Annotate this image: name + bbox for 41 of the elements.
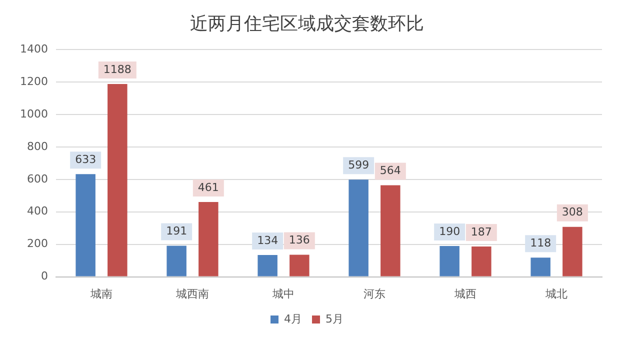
data-label: 187 [470, 225, 492, 238]
data-label: 190 [439, 224, 460, 238]
x-tick-label: 城南 [89, 287, 112, 300]
data-label: 136 [288, 234, 310, 247]
data-label: 633 [75, 152, 96, 166]
x-tick-label: 城西 [454, 287, 476, 300]
y-tick-label: 600 [26, 172, 48, 186]
data-label: 118 [530, 236, 552, 250]
bar [290, 254, 310, 276]
x-tick-label: 城西南 [174, 287, 209, 300]
bar [348, 180, 368, 276]
data-label: 461 [198, 180, 219, 194]
data-label: 1188 [103, 62, 132, 76]
y-tick-label: 0 [40, 270, 48, 283]
data-label: 191 [166, 224, 188, 238]
y-tick-label: 1000 [20, 107, 48, 120]
legend-label: 5月 [326, 312, 344, 326]
bar [76, 174, 96, 276]
bar [562, 226, 582, 276]
data-label: 564 [380, 164, 401, 178]
x-tick-label: 河东 [364, 287, 386, 300]
bar [380, 185, 400, 276]
y-tick-label: 200 [26, 237, 48, 250]
y-tick-label: 400 [26, 204, 48, 218]
legend-label: 4月 [284, 312, 302, 326]
bar [108, 84, 128, 276]
x-tick-label: 城北 [544, 287, 568, 300]
bar [472, 246, 492, 276]
bar [166, 246, 186, 276]
bar [258, 255, 278, 276]
y-tick-label: 800 [26, 140, 48, 153]
y-tick-label: 1400 [20, 42, 48, 56]
bar [198, 202, 218, 276]
chart-title: 近两月住宅区域成交套数环比 [190, 13, 424, 34]
data-label: 308 [562, 206, 583, 219]
y-tick-label: 1200 [20, 74, 48, 88]
bar [530, 258, 550, 276]
data-label: 599 [348, 158, 370, 172]
x-tick-label: 城中 [271, 287, 294, 300]
data-label: 134 [257, 234, 278, 247]
bar [440, 246, 460, 276]
